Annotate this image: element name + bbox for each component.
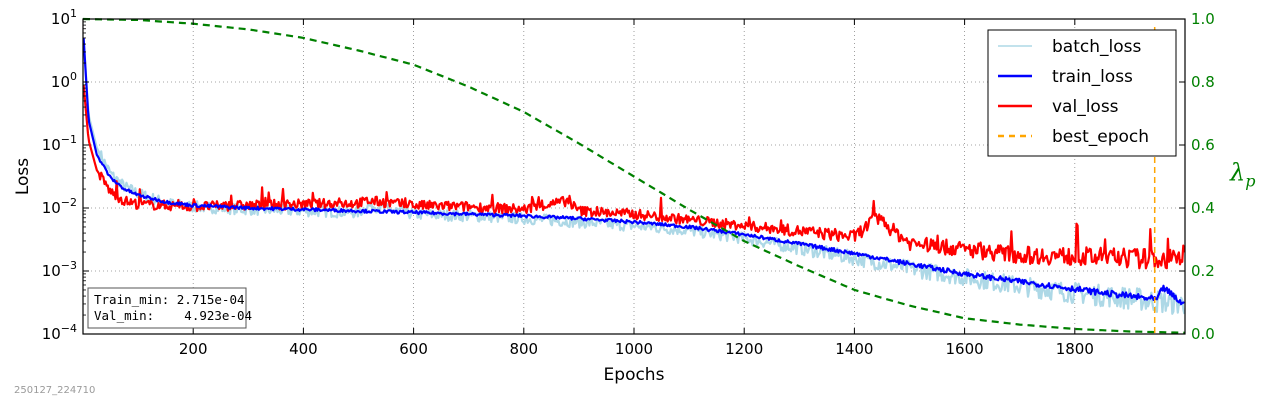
y-axis-label: Loss [13, 158, 33, 195]
x-tick-label: 1600 [946, 340, 984, 358]
right-tick-label: 0.6 [1191, 136, 1215, 154]
legend-label: batch_loss [1052, 37, 1141, 57]
right-tick-label: 0.4 [1191, 199, 1215, 217]
y-tick-label: 100 [51, 70, 77, 91]
x-tick-label: 1200 [725, 340, 763, 358]
x-axis-label: Epochs [604, 365, 665, 385]
right-axis-label: λp [1229, 159, 1255, 191]
x-tick-label: 800 [509, 340, 538, 358]
x-tick-label: 1000 [615, 340, 653, 358]
y-tick-exponent: −3 [61, 259, 77, 272]
legend-label: val_loss [1052, 97, 1119, 117]
y-tick-exponent: −4 [61, 322, 77, 335]
legend: batch_loss train_loss val_loss best_epoch [987, 29, 1177, 157]
y-tick-base: 10 [51, 10, 70, 28]
y-tick-exponent: −1 [61, 133, 77, 146]
min-loss-annotation: Train_min: 2.715e-04 Val_min: 4.923e-04 [87, 287, 252, 329]
legend-box [987, 29, 1177, 157]
x-tick-label: 200 [179, 340, 208, 358]
y-tick-base: 10 [42, 199, 61, 217]
val-min-text: Val_min: 4.923e-04 [94, 308, 252, 323]
y-tick-label: 101 [51, 7, 77, 28]
timestamp-footer: 250127_224710 [14, 385, 95, 396]
series-train-loss [82, 37, 1185, 306]
annotation-box [87, 287, 247, 329]
y-tick-base: 10 [42, 325, 61, 343]
x-tick-label: 1400 [835, 340, 873, 358]
legend-label: best_epoch [1052, 127, 1149, 147]
x-tick-label: 600 [399, 340, 428, 358]
train-min-text: Train_min: 2.715e-04 [94, 292, 245, 307]
tick-layer: 200 400 600 800 1000 1200 1400 1600 180010110010… [42, 7, 1215, 358]
y-tick-label: 10−4 [42, 322, 77, 343]
x-tick-label: 400 [289, 340, 318, 358]
x-tick-label: 1800 [1056, 340, 1094, 358]
y-tick-label: 10−2 [42, 196, 77, 217]
right-tick-label: 0.8 [1191, 73, 1215, 91]
right-tick-label: 1.0 [1191, 10, 1215, 28]
series-lambda-p [82, 17, 1186, 334]
series-layer [82, 17, 1186, 334]
legend-label: train_loss [1052, 67, 1133, 87]
right-axis-label-subscript: p [1245, 172, 1255, 191]
y-tick-label: 10−3 [42, 259, 77, 280]
y-tick-exponent: 1 [70, 7, 77, 20]
right-tick-label: 0.2 [1191, 262, 1215, 280]
right-axis-label-symbol: λ [1229, 159, 1245, 187]
right-tick-label: 0.0 [1191, 325, 1215, 343]
y-tick-base: 10 [42, 136, 61, 154]
series-val-loss [82, 84, 1186, 270]
y-tick-base: 10 [51, 73, 70, 91]
y-tick-label: 10−1 [42, 133, 77, 154]
y-tick-base: 10 [42, 262, 61, 280]
y-tick-exponent: −2 [61, 196, 77, 209]
y-tick-exponent: 0 [70, 70, 77, 83]
